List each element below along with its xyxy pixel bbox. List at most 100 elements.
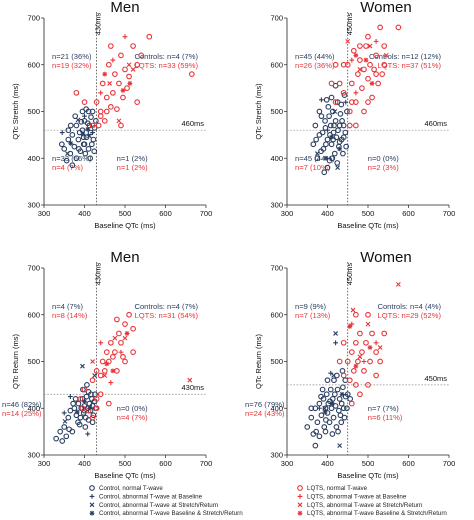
data-point bbox=[353, 122, 359, 129]
legend-marker bbox=[297, 502, 303, 508]
data-point bbox=[122, 335, 128, 341]
data-point bbox=[359, 349, 365, 356]
data-point bbox=[395, 24, 402, 31]
data-point bbox=[59, 438, 66, 444]
y-tick-label: 700 bbox=[27, 14, 40, 23]
data-point bbox=[331, 377, 337, 384]
y-tick-label: 700 bbox=[270, 264, 283, 273]
data-point bbox=[124, 85, 130, 91]
legend-marker bbox=[297, 510, 303, 516]
data-point bbox=[319, 386, 326, 393]
data-point bbox=[83, 134, 90, 141]
data-point bbox=[343, 143, 349, 150]
data-point bbox=[98, 340, 104, 346]
y-tick-label: 600 bbox=[270, 310, 283, 319]
x-tick-label: 500 bbox=[362, 209, 375, 218]
vertical-threshold-label: 450ms bbox=[345, 12, 354, 35]
data-point bbox=[53, 435, 60, 442]
data-point bbox=[102, 373, 108, 378]
x-tick-label: 500 bbox=[119, 209, 132, 218]
data-point bbox=[318, 148, 324, 155]
data-point bbox=[67, 394, 73, 399]
data-point bbox=[92, 391, 98, 398]
data-point bbox=[146, 33, 153, 40]
data-point bbox=[109, 89, 116, 96]
data-point bbox=[365, 33, 371, 40]
data-point bbox=[349, 57, 355, 63]
data-point bbox=[381, 330, 388, 337]
data-point bbox=[81, 99, 88, 105]
data-point bbox=[85, 108, 92, 115]
data-point bbox=[74, 409, 80, 415]
data-point bbox=[61, 410, 67, 416]
quadrant-count-control: Controls: n=4 (7%) bbox=[134, 52, 198, 61]
data-point bbox=[337, 146, 343, 152]
y-tick-label: 400 bbox=[270, 154, 283, 163]
data-point bbox=[69, 132, 76, 138]
data-point bbox=[344, 391, 351, 398]
quadrant-count-control: n=1 (2%) bbox=[117, 154, 148, 163]
data-point bbox=[89, 419, 96, 426]
data-point bbox=[62, 418, 68, 424]
data-point bbox=[346, 377, 353, 384]
data-point bbox=[373, 372, 379, 379]
data-point bbox=[83, 393, 90, 400]
data-point bbox=[99, 358, 106, 365]
data-point bbox=[90, 136, 97, 143]
legend-marker bbox=[89, 502, 95, 508]
data-point bbox=[63, 433, 70, 440]
data-point bbox=[188, 71, 195, 77]
data-point bbox=[97, 113, 104, 120]
quadrant-count-control: n=0 (0%) bbox=[117, 404, 148, 413]
data-point bbox=[357, 57, 363, 63]
data-point bbox=[365, 99, 371, 105]
data-point bbox=[347, 396, 354, 402]
data-point bbox=[114, 316, 120, 323]
data-point bbox=[363, 339, 369, 346]
data-point bbox=[377, 358, 384, 365]
quadrant-count-lqts: LQTS: n=37 (51%) bbox=[377, 61, 441, 70]
data-point bbox=[375, 80, 381, 87]
data-point bbox=[67, 122, 74, 129]
panel-title: Women bbox=[360, 249, 411, 266]
quadrant-count-lqts: n=6 (11%) bbox=[368, 413, 403, 422]
data-point bbox=[353, 339, 359, 346]
data-point bbox=[71, 143, 78, 150]
data-point bbox=[340, 122, 347, 129]
data-point bbox=[367, 358, 373, 365]
data-point bbox=[105, 400, 112, 407]
data-point bbox=[350, 47, 357, 54]
data-point bbox=[93, 405, 100, 412]
data-point bbox=[120, 88, 126, 93]
data-point bbox=[332, 99, 339, 105]
data-point bbox=[103, 108, 110, 115]
quadrant-count-control: Controls: n=4 (7%) bbox=[134, 302, 198, 311]
data-point bbox=[314, 151, 320, 156]
data-point bbox=[81, 141, 88, 148]
data-point bbox=[319, 129, 326, 136]
x-tick-label: 400 bbox=[321, 209, 334, 218]
scatter-panel-4: Women 300 400 500 600 700 300 400 500 600 700 Basel… bbox=[245, 249, 455, 480]
data-point bbox=[130, 67, 136, 72]
quadrant-count-control: n=76 (79%) bbox=[245, 400, 285, 409]
data-point bbox=[357, 391, 363, 398]
data-point bbox=[127, 81, 133, 86]
data-point bbox=[93, 396, 100, 402]
y-tick-label: 500 bbox=[270, 357, 283, 366]
data-point bbox=[348, 80, 355, 87]
data-point bbox=[313, 136, 320, 143]
data-point bbox=[118, 339, 124, 346]
x-tick-label: 600 bbox=[159, 459, 172, 468]
data-point bbox=[101, 368, 108, 374]
quadrant-count-lqts: n=14 (25%) bbox=[2, 409, 42, 418]
data-point bbox=[97, 391, 104, 398]
data-point bbox=[109, 353, 116, 360]
data-point bbox=[348, 349, 355, 356]
scatter-panel-2: Women 300 400 500 600 700 300 400 500 600 700 Basel… bbox=[254, 0, 455, 230]
data-point bbox=[323, 155, 329, 161]
data-point bbox=[70, 400, 77, 407]
data-point bbox=[340, 384, 346, 391]
data-point bbox=[93, 99, 100, 105]
x-tick-label: 600 bbox=[402, 459, 415, 468]
